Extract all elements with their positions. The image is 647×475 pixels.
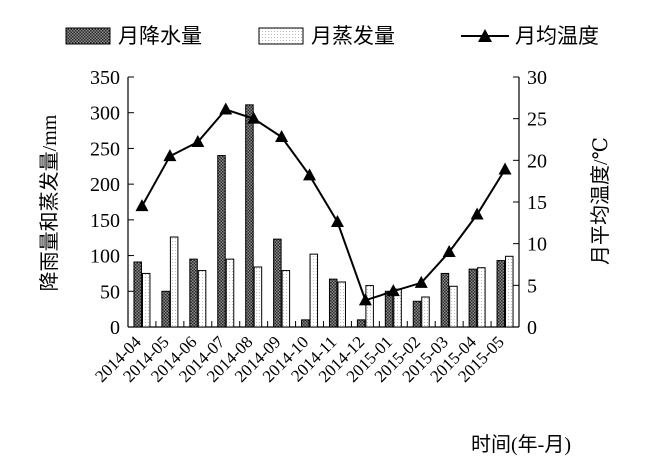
y2-axis-title: 月平均温度/℃ [589, 137, 612, 265]
right-tick-label: 20 [527, 150, 547, 172]
bar-precipitation [245, 104, 254, 328]
right-tick-label: 0 [527, 317, 537, 339]
bars [133, 104, 514, 328]
left-tick-label: 100 [90, 246, 120, 268]
bar-evaporation [253, 266, 263, 328]
legend-marker-temperature [478, 29, 492, 42]
temperature-point [498, 162, 512, 175]
left-tick-label: 0 [110, 317, 120, 339]
left-axis-ticks: 0 50 100 150 200 250 300 350 [90, 67, 134, 339]
left-tick-label: 300 [90, 103, 120, 125]
legend: 月降水量 月蒸发量 月均温度 [65, 24, 599, 48]
left-tick-label: 150 [90, 210, 120, 232]
temperature-point [163, 149, 177, 162]
right-axis-ticks: 0 5 10 15 20 25 30 [513, 67, 547, 339]
left-tick-label: 200 [90, 174, 120, 196]
right-tick-label: 25 [527, 109, 547, 131]
bar-evaporation [365, 285, 374, 328]
x-tick-labels: 2014-042014-052014-062014-072014-082014-… [91, 332, 508, 386]
bar-precipitation [440, 272, 450, 328]
temperature-point [414, 275, 428, 288]
bar-evaporation [477, 267, 486, 328]
bar-precipitation [217, 155, 226, 328]
temperature-point [330, 215, 344, 227]
legend-swatch-precipitation [65, 27, 111, 45]
temperature-point [275, 130, 289, 142]
x-axis-ticks [127, 321, 520, 327]
temperature-point [386, 284, 400, 297]
temperature-point [470, 207, 484, 220]
x-axis-title: 时间(年-月) [471, 433, 571, 456]
bar-evaporation [505, 255, 514, 328]
legend-label-temperature: 月均温度 [515, 24, 599, 48]
bar-evaporation [141, 272, 151, 328]
axes [127, 77, 520, 328]
bar-evaporation [197, 270, 207, 328]
bar-precipitation [468, 268, 478, 328]
left-tick-label: 350 [90, 67, 120, 89]
right-tick-label: 15 [527, 192, 547, 214]
temperature-point [442, 245, 456, 257]
bar-precipitation [301, 319, 310, 328]
bar-precipitation [496, 260, 506, 328]
temperature-point [247, 111, 261, 124]
bar-precipitation [161, 290, 170, 328]
legend-label-evaporation: 月蒸发量 [311, 24, 395, 48]
bar-precipitation [133, 261, 142, 328]
bar-evaporation [169, 236, 179, 328]
legend-swatch-evaporation [258, 27, 304, 45]
temperature-point [219, 102, 233, 115]
bar-evaporation [281, 270, 291, 328]
temperature-point [191, 135, 205, 147]
bar-evaporation [449, 285, 458, 328]
bar-precipitation [412, 300, 422, 328]
bar-precipitation [273, 238, 282, 328]
right-tick-label: 5 [527, 275, 537, 297]
bar-evaporation [337, 281, 346, 328]
right-tick-label: 30 [527, 67, 547, 89]
temperature-line [141, 108, 506, 302]
legend-label-precipitation: 月降水量 [118, 24, 202, 48]
left-tick-label: 250 [90, 138, 120, 160]
bar-evaporation [225, 258, 235, 328]
right-tick-label: 10 [527, 234, 547, 256]
bar-precipitation [356, 319, 366, 328]
bar-evaporation [421, 296, 430, 328]
temperature-point [303, 168, 317, 181]
left-tick-label: 50 [100, 281, 120, 303]
bar-evaporation [309, 253, 319, 328]
temperature-series [135, 102, 512, 306]
y-axis-title: 降雨量和蒸发量/mm [38, 114, 61, 291]
bar-precipitation [328, 278, 338, 328]
bar-precipitation [189, 258, 198, 328]
temperature-point [358, 293, 372, 306]
bar-precipitation [384, 290, 394, 328]
temperature-point [135, 199, 149, 212]
